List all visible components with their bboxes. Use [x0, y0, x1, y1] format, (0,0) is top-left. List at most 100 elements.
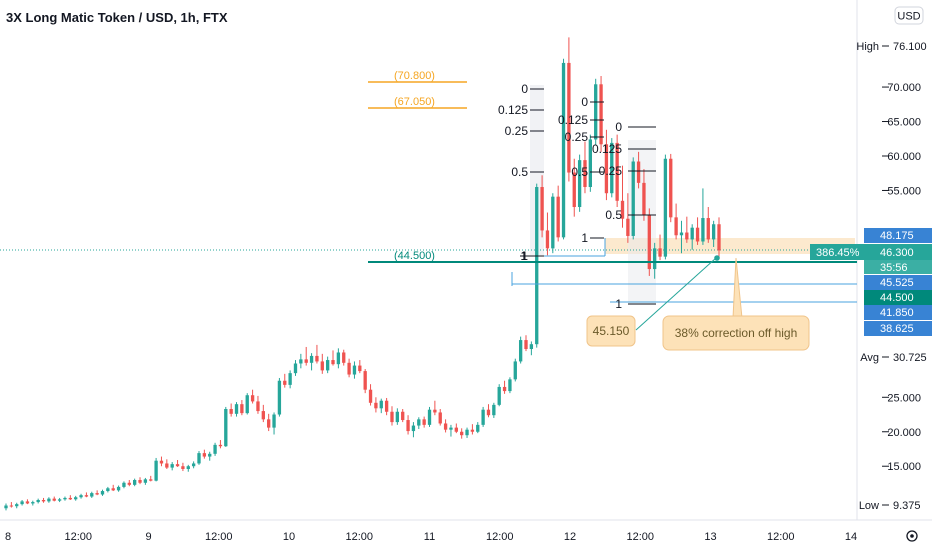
- callout-anchor-point: [714, 255, 720, 261]
- candle-body: [695, 227, 700, 242]
- high-label: High: [856, 41, 879, 53]
- candle: [674, 203, 678, 240]
- x-tick-label: 12:00: [64, 531, 92, 543]
- candle: [90, 491, 94, 498]
- candle-body: [438, 412, 442, 424]
- candle: [508, 377, 512, 394]
- candle: [336, 348, 341, 369]
- candle-body: [277, 380, 282, 415]
- candle-body: [540, 187, 544, 231]
- y-tick-label: 55.000: [887, 185, 921, 197]
- candle-body: [433, 409, 437, 413]
- candle: [460, 428, 464, 439]
- candle-body: [95, 493, 99, 495]
- tag-48175: [864, 228, 932, 243]
- candle-body: [331, 360, 335, 365]
- candle-body: [213, 444, 217, 454]
- fib-extra-label: 1: [520, 249, 527, 263]
- last-change-label: 386.45%: [816, 247, 860, 259]
- candle: [325, 356, 330, 374]
- candle-body: [636, 161, 641, 183]
- candle: [218, 440, 223, 449]
- x-tick-label: 11: [424, 531, 435, 543]
- x-tick-label: 10: [283, 531, 295, 543]
- fib-c-0: 0: [615, 120, 622, 134]
- candle-body: [47, 498, 51, 502]
- candle-body: [406, 420, 410, 432]
- candle: [208, 451, 212, 461]
- candle: [524, 335, 528, 352]
- fib-a-05: 0.5: [511, 165, 528, 179]
- candle-body: [352, 365, 357, 375]
- gear-icon[interactable]: [906, 530, 918, 542]
- candle: [79, 493, 83, 499]
- candle: [138, 477, 142, 485]
- callout-note-box: [662, 315, 810, 351]
- candle-body: [588, 139, 593, 188]
- candle: [701, 188, 705, 245]
- candle: [588, 134, 593, 192]
- candle: [68, 495, 72, 501]
- candle: [695, 217, 700, 245]
- candle: [170, 462, 174, 471]
- candle: [411, 422, 416, 438]
- candle-body: [513, 361, 517, 380]
- candle-body: [470, 429, 475, 432]
- candle: [283, 373, 287, 388]
- callout-price[interactable]: 45.150: [586, 255, 720, 347]
- candle-body: [374, 402, 378, 409]
- x-tick-label: 12:00: [626, 531, 654, 543]
- candle: [272, 412, 276, 435]
- candle: [315, 344, 319, 364]
- orange-level-label-2: (67.050): [394, 96, 435, 108]
- candle: [100, 489, 105, 496]
- candle-body: [52, 498, 56, 501]
- candle-body: [4, 505, 8, 509]
- tag-45525-label: 45.525: [880, 277, 914, 289]
- candle-body: [631, 161, 635, 236]
- candle-body: [395, 411, 400, 423]
- candle-body: [535, 187, 539, 345]
- candle-body: [336, 352, 341, 365]
- candlesticks: [4, 37, 721, 511]
- callout-note[interactable]: 38% correction off high: [662, 257, 810, 351]
- candle: [492, 402, 496, 418]
- tag-44500: [864, 290, 932, 305]
- candle: [417, 417, 421, 429]
- candle: [642, 169, 646, 221]
- candle: [256, 395, 260, 414]
- candle-body: [256, 401, 260, 412]
- candle: [320, 353, 324, 374]
- currency-button[interactable]: USD: [894, 6, 924, 25]
- candle-body: [443, 423, 448, 430]
- x-tick-label: 14: [845, 531, 857, 543]
- candle-body: [218, 444, 223, 447]
- candle: [631, 157, 635, 240]
- candle: [63, 496, 67, 501]
- candle: [57, 497, 62, 503]
- candle-body: [454, 427, 458, 432]
- candle-body: [401, 411, 405, 421]
- candle: [213, 442, 217, 456]
- orange-levels: (70.800) (67.050): [368, 70, 467, 109]
- candle-body: [9, 505, 14, 507]
- candle: [422, 416, 426, 428]
- candle-body: [551, 196, 555, 249]
- candle: [95, 490, 99, 496]
- candle-body: [261, 411, 265, 420]
- candle: [706, 207, 710, 243]
- candle: [165, 459, 169, 469]
- candle: [470, 424, 475, 435]
- candle-body: [492, 404, 496, 416]
- tag-48175-label: 48.175: [880, 230, 914, 242]
- candle: [4, 503, 8, 511]
- candle-body: [25, 501, 30, 504]
- candle: [615, 134, 619, 208]
- candle: [288, 370, 292, 389]
- candle-body: [224, 409, 228, 447]
- candle: [293, 360, 298, 376]
- candle-body: [481, 409, 485, 425]
- fib-b-1: 1: [581, 231, 588, 245]
- candle: [679, 220, 684, 254]
